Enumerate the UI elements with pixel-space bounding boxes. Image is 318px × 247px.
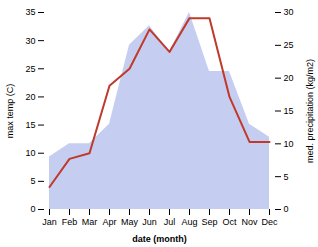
- svg-text:May: May: [121, 217, 139, 227]
- svg-text:20: 20: [25, 92, 35, 102]
- svg-text:15: 15: [25, 120, 35, 130]
- svg-text:10: 10: [284, 139, 294, 149]
- svg-text:25: 25: [284, 40, 294, 50]
- svg-text:med. precipitation (kg/m2): med. precipitation (kg/m2): [305, 59, 315, 163]
- svg-text:10: 10: [25, 148, 35, 158]
- svg-text:Mar: Mar: [82, 217, 98, 227]
- svg-text:Jan: Jan: [42, 217, 57, 227]
- svg-text:Nov: Nov: [241, 217, 258, 227]
- svg-text:date (month): date (month): [132, 234, 187, 244]
- svg-text:15: 15: [284, 106, 294, 116]
- svg-text:30: 30: [284, 7, 294, 17]
- svg-text:5: 5: [284, 172, 289, 182]
- svg-text:Jun: Jun: [142, 217, 157, 227]
- svg-text:35: 35: [25, 7, 35, 17]
- svg-text:Oct: Oct: [222, 217, 237, 227]
- svg-text:Apr: Apr: [102, 217, 116, 227]
- svg-text:20: 20: [284, 73, 294, 83]
- svg-text:25: 25: [25, 64, 35, 74]
- svg-text:max temp (C): max temp (C): [5, 84, 15, 139]
- svg-text:30: 30: [25, 36, 35, 46]
- svg-text:Aug: Aug: [181, 217, 197, 227]
- svg-text:Sep: Sep: [201, 217, 217, 227]
- svg-text:0: 0: [30, 204, 35, 214]
- svg-text:5: 5: [30, 176, 35, 186]
- svg-text:Jul: Jul: [164, 217, 176, 227]
- svg-text:0: 0: [284, 204, 289, 214]
- svg-text:Feb: Feb: [62, 217, 78, 227]
- svg-text:Dec: Dec: [261, 217, 278, 227]
